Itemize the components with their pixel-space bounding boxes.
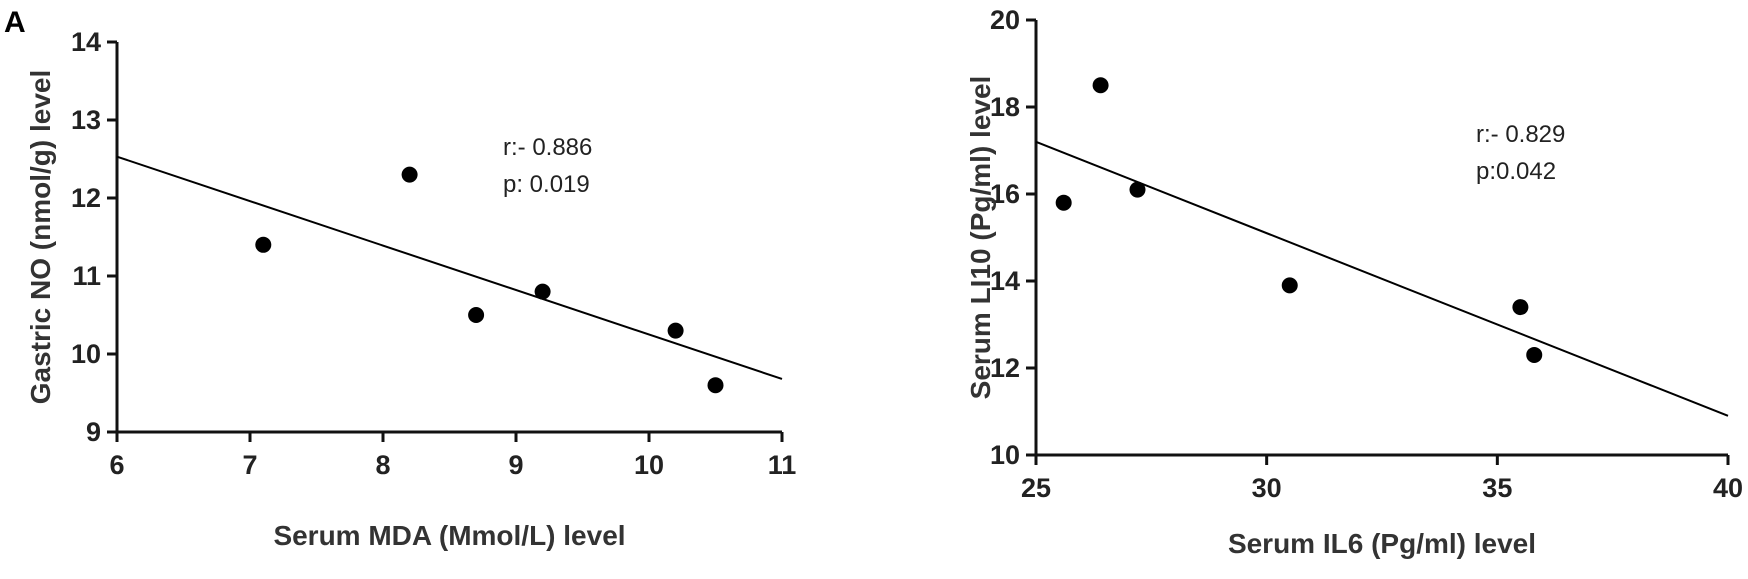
- chart-0-x-tick-label: 10: [634, 450, 664, 480]
- chart-1-y-axis-title: Serum LI10 (Pg/ml) level: [965, 76, 996, 400]
- chart-0-x-tick-label: 7: [242, 450, 257, 480]
- chart-0-stat-annotation: p: 0.019: [503, 171, 590, 198]
- chart-1-stat-annotation: p:0.042: [1476, 158, 1556, 185]
- chart-0-y-tick-label: 13: [71, 105, 101, 135]
- chart-0-y-axis-title: Gastric NO (nmol/g) level: [25, 70, 56, 405]
- chart-1-x-tick-label: 30: [1252, 473, 1282, 503]
- chart-0-x-tick-label: 8: [375, 450, 390, 480]
- chart-1-y-tick-label: 16: [990, 179, 1020, 209]
- chart-0-y-tick-label: 14: [71, 27, 101, 57]
- chart-1-y-tick-label: 10: [990, 440, 1020, 470]
- chart-1-y-tick-label: 12: [990, 353, 1020, 383]
- chart-1-data-point: [1512, 299, 1529, 316]
- chart-0-y-tick-label: 11: [72, 261, 101, 291]
- chart-0-data-point: [534, 283, 551, 300]
- chart-0-data-point: [255, 236, 272, 253]
- chart-0-x-tick-label: 11: [768, 450, 797, 480]
- chart-1-y-tick-label: 18: [990, 92, 1020, 122]
- chart-0-regression-line: [116, 155, 783, 380]
- chart-0-y-tick-label: 12: [71, 183, 101, 213]
- chart-0-data-point: [401, 166, 418, 183]
- chart-1-data-point: [1055, 194, 1072, 211]
- chart-0-x-tick-label: 6: [109, 450, 124, 480]
- chart-left-scatter: 9 10 11 12 13 14 6 7 8 9 10 11 Serum MDA (Mmol/L) le…: [25, 27, 796, 551]
- chart-1-stat-annotation: r:- 0.829: [1476, 121, 1565, 148]
- chart-1-data-point: [1129, 181, 1146, 198]
- chart-0-data-point: [667, 322, 684, 339]
- chart-0-x-axis-title: Serum MDA (Mmol/L) level: [273, 520, 625, 551]
- chart-1-data-point: [1526, 346, 1543, 363]
- chart-1-x-axis-title: Serum IL6 (Pg/ml) level: [1228, 528, 1536, 559]
- chart-1-x-tick-label: 25: [1021, 473, 1051, 503]
- chart-0-data-point: [707, 377, 724, 394]
- chart-right-scatter: 10 12 14 16 18 20 25 30 35 40 Serum IL6 (Pg/ml) le…: [965, 5, 1743, 559]
- chart-1-y-tick-label: 20: [990, 5, 1020, 35]
- chart-1-x-tick-label: 40: [1713, 473, 1743, 503]
- chart-0-y-tick-label: 9: [86, 417, 101, 447]
- chart-0-x-tick-label: 9: [508, 450, 523, 480]
- chart-0-data-point: [468, 307, 485, 323]
- chart-1-data-point: [1092, 77, 1109, 94]
- chart-1-regression-line: [1035, 140, 1729, 417]
- chart-1-data-point: [1281, 277, 1298, 294]
- chart-1-x-tick-label: 35: [1482, 473, 1512, 503]
- chart-0-stat-annotation: r:- 0.886: [503, 134, 592, 161]
- panel-label: A: [4, 6, 26, 39]
- chart-0-y-tick-label: 10: [71, 339, 101, 369]
- chart-1-y-tick-label: 14: [990, 266, 1020, 296]
